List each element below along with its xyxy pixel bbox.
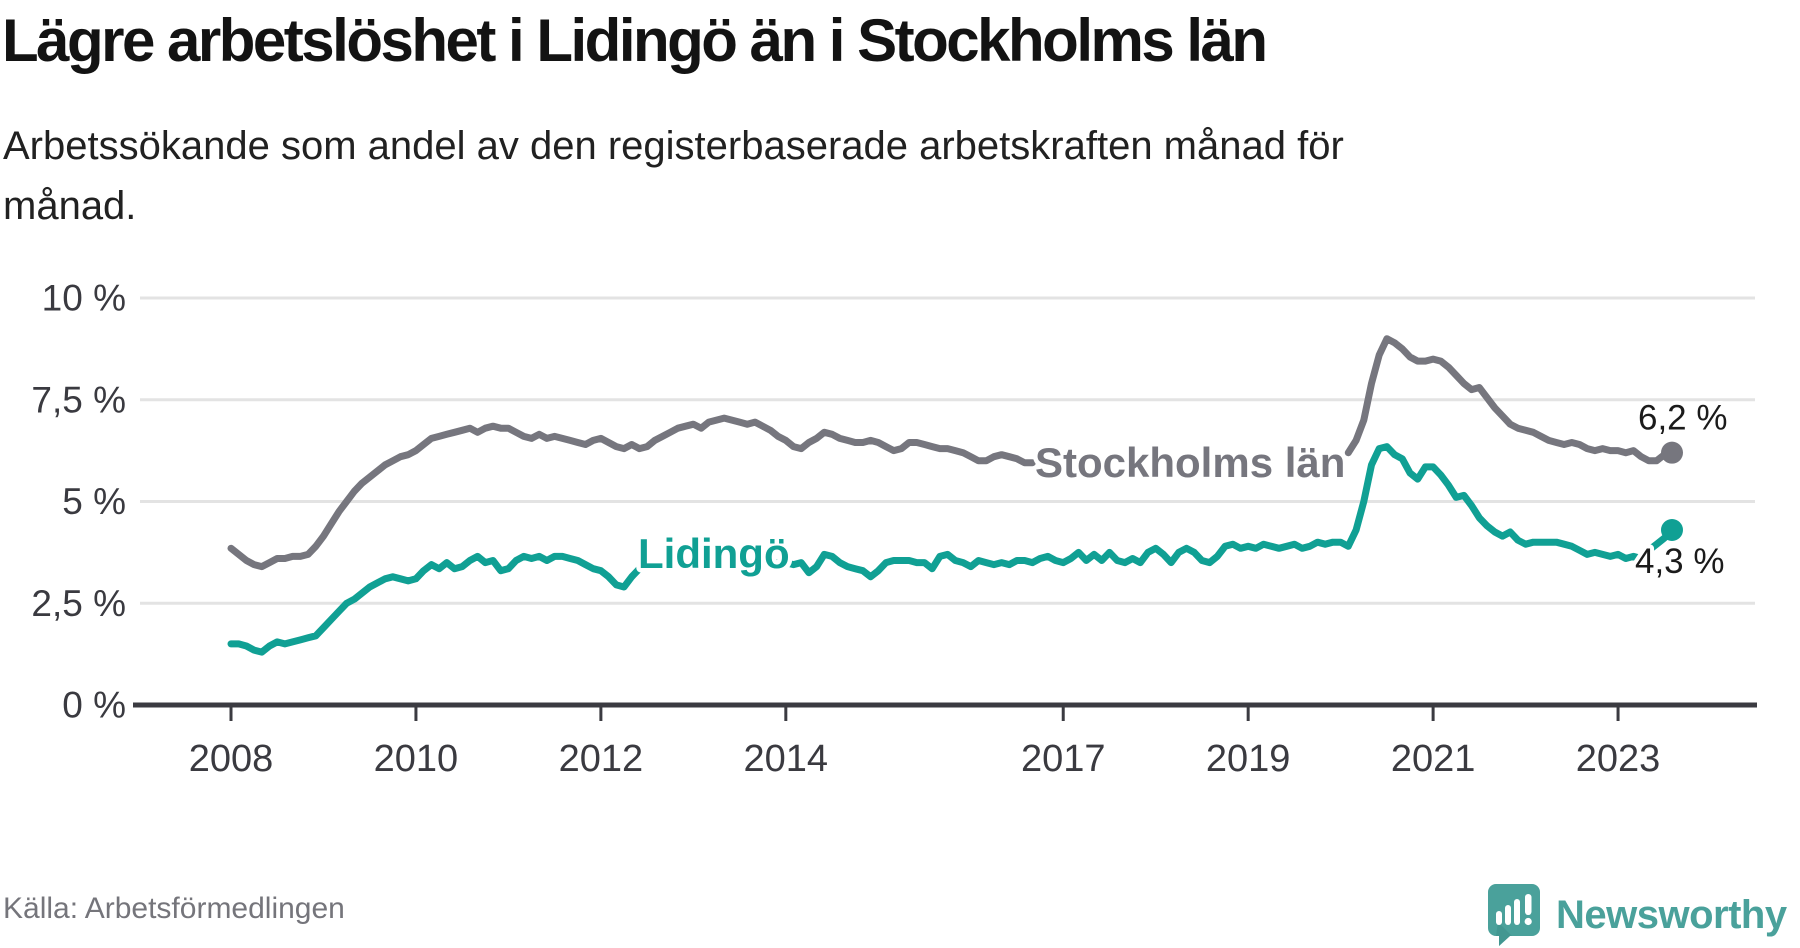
series-line-stockholms-lan bbox=[227, 414, 1036, 571]
series-end-value-label: 4,3 % bbox=[1635, 542, 1725, 581]
chart-title: Lägre arbetslöshet i Lidingö än i Stockh… bbox=[2, 7, 1268, 74]
series-line-lidingo bbox=[227, 443, 1676, 656]
x-axis-label: 2012 bbox=[559, 738, 644, 780]
series-label: Lidingö bbox=[638, 530, 790, 577]
y-axis-label: 10 % bbox=[42, 278, 126, 319]
x-axis-label: 2010 bbox=[374, 738, 459, 780]
series-label: Stockholms län bbox=[1035, 439, 1345, 486]
brand-logo: Newsworthy bbox=[1488, 884, 1787, 946]
series-end-value-label: 6,2 % bbox=[1638, 399, 1728, 438]
source-note: Källa: Arbetsförmedlingen bbox=[3, 892, 345, 925]
series-line-stockholms-lan bbox=[1344, 335, 1676, 465]
chart-subtitle: Arbetssökande som andel av den registerb… bbox=[3, 124, 1344, 228]
y-axis-label: 7,5 % bbox=[31, 379, 126, 420]
x-axis-label: 2023 bbox=[1576, 738, 1661, 780]
unemployment-line-chart: 10 % 7,5 % 5 % 2,5 % 0 % 2008 2010 2012 2014 2017… bbox=[31, 278, 1757, 780]
y-axis-label: 2,5 % bbox=[31, 583, 126, 624]
series-end-dot bbox=[1660, 441, 1683, 464]
x-axis-label: 2008 bbox=[189, 738, 274, 780]
y-axis-label: 5 % bbox=[62, 481, 126, 522]
x-axis-label: 2014 bbox=[744, 738, 829, 780]
x-axis-label: 2017 bbox=[1021, 738, 1106, 780]
x-axis-label: 2019 bbox=[1206, 738, 1291, 780]
y-axis-label: 0 % bbox=[62, 685, 126, 726]
brand-name: Newsworthy bbox=[1556, 892, 1787, 937]
x-axis-label: 2021 bbox=[1391, 738, 1476, 780]
series-end-dot bbox=[1660, 518, 1683, 541]
speech-bubble-bar-chart-icon bbox=[1488, 884, 1540, 946]
